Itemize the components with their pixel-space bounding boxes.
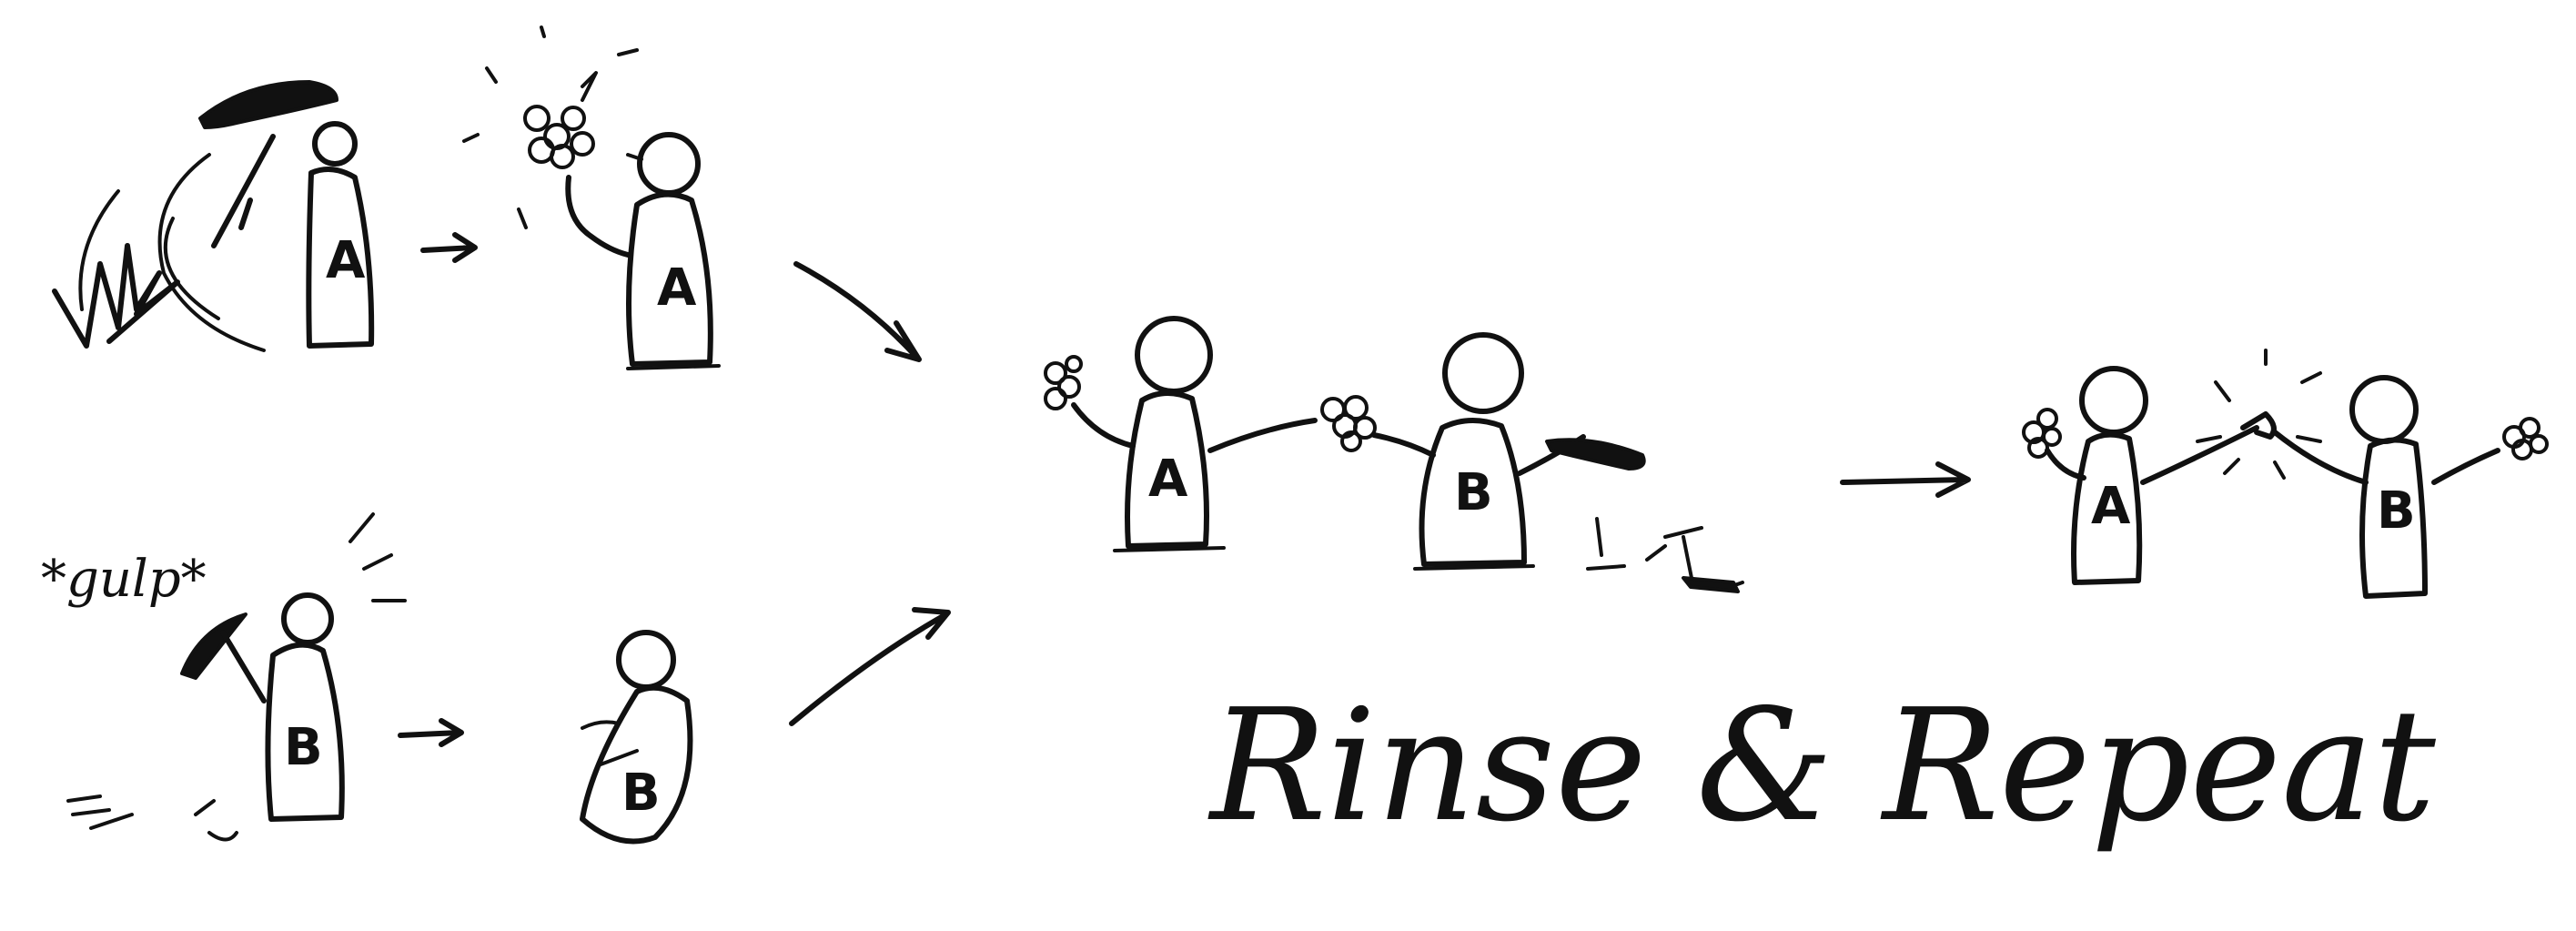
body [626, 191, 713, 367]
person-a-label: A [2091, 477, 2131, 536]
flower-icon [523, 71, 598, 169]
swing-arc-3 [163, 217, 220, 320]
ground [1413, 564, 1535, 571]
body [1419, 417, 1527, 567]
head [1135, 316, 1213, 394]
person-a-label: A [326, 231, 366, 290]
head [312, 121, 358, 167]
scene-a-flower: A [462, 25, 721, 370]
ground-scribble [66, 794, 238, 842]
grass-icon [52, 243, 180, 349]
flower-icon [1044, 355, 1083, 410]
body [265, 642, 345, 822]
head [2349, 375, 2419, 444]
person-b-label: B [2377, 481, 2416, 541]
person-a-label: A [657, 258, 697, 318]
caption: Rinse & Repeat [1207, 676, 2436, 856]
flower-icon [2502, 417, 2549, 460]
arm [565, 175, 631, 258]
scene-b-hunched: B [580, 630, 693, 845]
arrow-bottom-to-middle [789, 607, 951, 726]
scene-trade: A B [1044, 316, 1744, 593]
arm [2431, 448, 2500, 485]
person-a-label: A [1148, 450, 1188, 509]
swing-arc-2 [157, 153, 266, 352]
blade-icon [1545, 438, 1646, 471]
person-b-label: B [284, 718, 323, 777]
flower-icon [1320, 395, 1377, 452]
scene-a-cutting: A [52, 80, 375, 352]
head [2079, 366, 2148, 435]
scene-celebrate: A B [2022, 349, 2549, 599]
knife-icon [198, 80, 338, 129]
ground [626, 364, 721, 370]
arm [1371, 432, 1436, 458]
body [2359, 437, 2428, 599]
person-b-label: B [621, 764, 661, 823]
arrow-2 [398, 718, 464, 747]
swing-stroke [211, 134, 276, 248]
ground [1113, 546, 1226, 552]
gulp-text: *gulp* [41, 550, 207, 609]
head [616, 630, 676, 690]
pickaxe-icon [180, 612, 247, 680]
flower-icon [2022, 408, 2062, 459]
clink-icon [2240, 411, 2277, 440]
nervous-lines-icon [349, 512, 407, 602]
sparkle-icon [462, 25, 643, 229]
arm-toast [2272, 430, 2369, 485]
body [580, 684, 693, 845]
arm [1071, 402, 1136, 449]
swing-stroke-2 [238, 197, 253, 230]
arrow-3 [1840, 461, 1971, 498]
body [306, 167, 375, 349]
scene-b-gulp: *gulp* B [41, 512, 407, 842]
arrow-1 [420, 232, 478, 263]
body [2071, 431, 2143, 585]
person-b-label: B [1454, 463, 1493, 522]
arrow-top-to-middle [793, 261, 922, 362]
arm-toast [2140, 425, 2259, 485]
pickaxe-handle [220, 630, 267, 703]
pickaxe-icon [1682, 576, 1740, 593]
arm-reaching [1207, 418, 1318, 453]
body [1125, 390, 1209, 549]
swing-arc-1 [78, 189, 120, 311]
head [1442, 332, 1524, 414]
head [637, 132, 701, 196]
head [281, 592, 334, 645]
clink-sparkle-icon [2196, 349, 2322, 480]
arm [581, 720, 639, 766]
discarded-pickaxe-icon [1586, 517, 1744, 589]
